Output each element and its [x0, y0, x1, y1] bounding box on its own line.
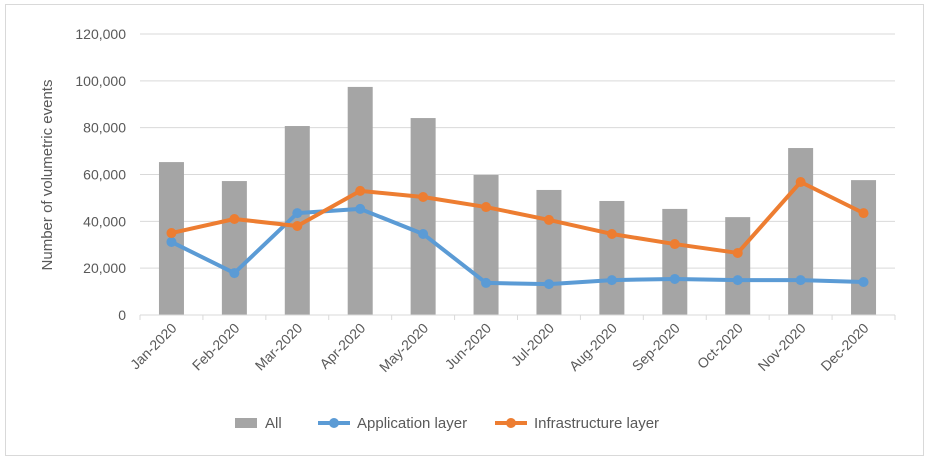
- data-point: [229, 268, 240, 279]
- y-tick-label: 60,000: [83, 167, 126, 183]
- legend-label: Application layer: [357, 415, 467, 432]
- x-tick-label: Oct-2020: [694, 320, 746, 372]
- y-tick-label: 80,000: [83, 120, 126, 136]
- series-line: [171, 179, 865, 255]
- data-point: [229, 213, 240, 224]
- data-point: [292, 221, 303, 232]
- data-point: [858, 276, 869, 287]
- x-tick-label: Sep-2020: [629, 320, 683, 374]
- legend-marker: [506, 418, 516, 428]
- bar: [410, 118, 436, 316]
- legend-swatch: [235, 418, 257, 428]
- bar: [473, 174, 499, 315]
- bar: [221, 181, 247, 315]
- data-point: [732, 247, 743, 258]
- legend-label: All: [265, 415, 282, 432]
- data-point: [858, 208, 869, 219]
- data-point: [795, 275, 806, 286]
- y-tick-label: 100,000: [75, 73, 126, 89]
- x-tick-label: Aug-2020: [566, 320, 620, 374]
- y-tick-label: 20,000: [83, 260, 126, 276]
- x-tick-label: Apr-2020: [316, 320, 368, 372]
- bar: [788, 148, 814, 315]
- data-point: [418, 191, 429, 202]
- chart-frame: [5, 4, 924, 456]
- data-point: [543, 279, 554, 290]
- bar: [536, 189, 562, 315]
- data-point: [418, 228, 429, 239]
- bar: [599, 200, 625, 315]
- data-point: [166, 228, 177, 239]
- x-tick-label: Jun-2020: [442, 320, 495, 373]
- series-line: [170, 206, 864, 287]
- data-point: [606, 275, 617, 286]
- x-tick-label: Jan-2020: [127, 320, 180, 373]
- bar: [725, 217, 751, 315]
- data-point: [795, 176, 806, 187]
- data-point: [355, 203, 366, 214]
- data-point: [292, 208, 303, 219]
- bar: [851, 180, 877, 315]
- data-point: [481, 202, 492, 213]
- data-point: [355, 185, 366, 196]
- bar: [347, 86, 373, 316]
- x-tick-label: Feb-2020: [189, 320, 243, 374]
- bar: [662, 208, 688, 315]
- x-tick-label: May-2020: [376, 320, 431, 375]
- data-point: [166, 236, 177, 247]
- y-tick-label: 0: [118, 307, 126, 323]
- y-axis-label: Number of volumetric events: [39, 80, 56, 271]
- x-tick-label: Nov-2020: [755, 320, 809, 374]
- data-point: [732, 275, 743, 286]
- data-point: [669, 273, 680, 284]
- y-tick-label: 120,000: [75, 26, 126, 42]
- data-point: [543, 214, 554, 225]
- y-tick-label: 40,000: [83, 213, 126, 229]
- x-tick-label: Dec-2020: [817, 320, 871, 374]
- data-point: [481, 277, 492, 288]
- data-point: [606, 228, 617, 239]
- data-point: [669, 239, 680, 250]
- legend-marker: [329, 418, 339, 428]
- legend-label: Infrastructure layer: [534, 415, 659, 432]
- x-tick-label: Jul-2020: [508, 320, 557, 369]
- x-tick-label: Mar-2020: [252, 320, 306, 374]
